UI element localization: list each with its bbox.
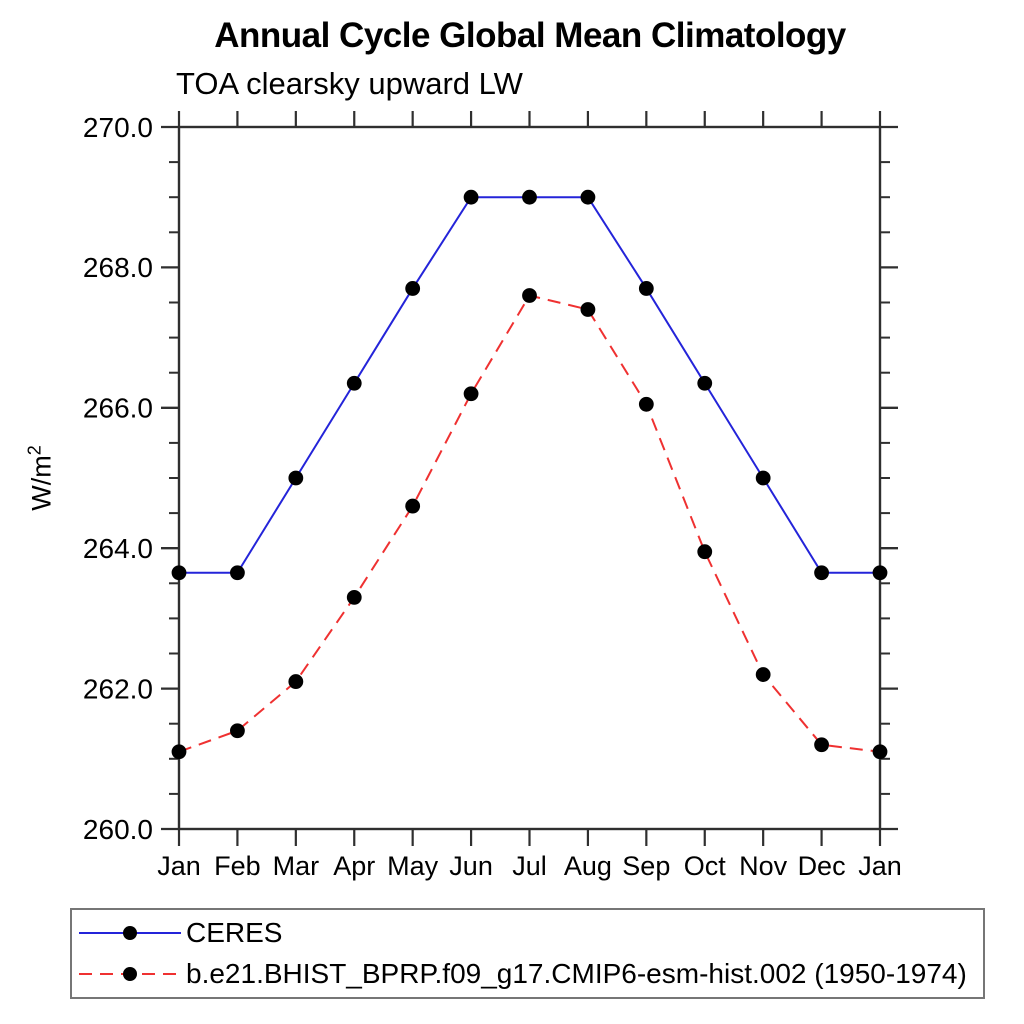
data-point-marker [697,375,713,391]
y-tick-label: 266.0 [83,393,153,424]
data-point-marker [697,544,713,560]
chart-title: Annual Cycle Global Mean Climatology [214,16,846,55]
data-point-marker [872,744,888,760]
data-point-marker [580,189,596,205]
data-point-marker [171,565,187,581]
data-point-marker [872,565,888,581]
x-tick-label: Feb [214,851,261,881]
legend: CERES b.e21.BHIST_BPRP.f09_g17.CMIP6-esm… [70,908,985,999]
y-tick-label: 260.0 [83,814,153,845]
x-tick-label: Jan [858,851,902,881]
legend-sample-marker [123,967,137,981]
data-point-marker [755,470,771,486]
x-tick-label: Oct [684,851,727,881]
x-tick-label: Jul [512,851,547,881]
data-point-marker [522,288,537,303]
data-point-marker [405,498,421,514]
legend-item-ceres: CERES [77,916,983,950]
data-point-marker [230,723,245,739]
data-point-marker [463,189,479,205]
data-point-marker [288,674,304,689]
data-point-marker [230,565,245,581]
data-point-marker [755,667,771,682]
data-point-marker [463,386,479,402]
x-tick-label: Jun [449,851,493,881]
x-tick-label: Dec [798,851,846,881]
data-point-marker [814,737,829,753]
y-tick-label: 270.0 [83,112,153,143]
series-line-1 [178,294,881,753]
data-point-marker [346,375,362,391]
data-point-marker [288,470,304,486]
legend-line-sample-model [79,967,181,981]
chart-subtitle: TOA clearsky upward LW [176,66,523,101]
y-tick-label: 268.0 [83,252,153,283]
x-tick-label: Apr [333,851,375,881]
legend-item-model: b.e21.BHIST_BPRP.f09_g17.CMIP6-esm-hist.… [77,957,983,991]
x-tick-label: Jan [157,851,201,881]
data-point-marker [814,565,829,581]
data-point-marker [346,589,362,605]
data-point-marker [638,281,654,296]
y-tick-label: 264.0 [83,533,153,564]
x-tick-label: Aug [564,851,612,881]
x-tick-label: Nov [739,851,788,881]
data-point-marker [638,396,654,412]
plot-border [177,125,882,831]
data-point-marker [522,189,537,205]
legend-sample-marker [123,926,137,940]
x-tick-label: Sep [622,851,670,881]
data-point-marker [405,281,421,296]
legend-line-sample-ceres [79,926,181,940]
data-point-marker [580,302,596,317]
legend-label-model: b.e21.BHIST_BPRP.f09_g17.CMIP6-esm-hist.… [186,958,967,989]
legend-label-ceres: CERES [186,917,283,948]
x-tick-label: May [387,851,439,881]
data-point-marker [171,744,187,760]
series-line-0 [179,196,880,574]
x-tick-label: Mar [273,851,320,881]
y-tick-label: 262.0 [83,673,153,704]
